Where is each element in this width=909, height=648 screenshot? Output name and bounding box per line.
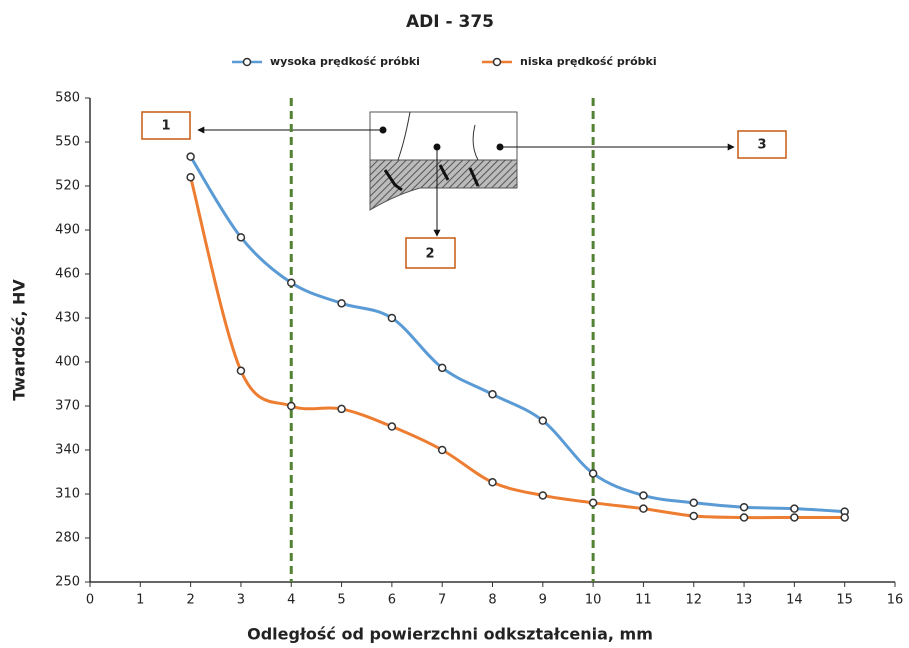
data-point (689, 498, 698, 508)
y-tick-label: 490 (55, 223, 80, 238)
x-tick-label: 13 (736, 593, 753, 608)
annotation-box (737, 130, 787, 159)
legend-label: wysoka prędkość próbki (270, 55, 420, 68)
data-point (337, 299, 346, 308)
data-point (488, 390, 497, 399)
data-point (538, 416, 548, 425)
annotation: 1 (161, 119, 170, 134)
x-tick-label: 4 (287, 593, 295, 608)
x-tick-label: 7 (438, 593, 446, 608)
x-tick-label: 12 (685, 593, 702, 608)
data-point (186, 152, 195, 161)
legend-marker (242, 57, 252, 67)
data-point (689, 511, 698, 521)
y-tick-label: 250 (55, 575, 80, 590)
data-point (588, 498, 598, 508)
y-tick-label: 550 (55, 135, 80, 150)
x-tick-label: 14 (786, 593, 803, 608)
x-tick-label: 11 (635, 593, 652, 608)
data-point (639, 491, 648, 500)
data-point (287, 278, 296, 288)
data-point (840, 513, 849, 522)
x-tick-label: 9 (539, 593, 547, 608)
y-tick-label: 580 (55, 91, 80, 106)
data-point (287, 401, 296, 411)
y-axis-title: Twardość, HV (10, 279, 29, 401)
data-point (639, 504, 648, 513)
y-tick-label: 340 (55, 443, 80, 458)
y-tick-label: 520 (55, 179, 80, 194)
series-line (189, 155, 845, 514)
y-tick-label: 280 (55, 531, 80, 546)
x-tick-label: 6 (388, 593, 396, 608)
x-axis-title: Odległość od powierzchni odkształcenia, … (247, 625, 653, 644)
annotation-box (405, 237, 456, 269)
data-point (387, 422, 397, 431)
data-point (538, 491, 548, 500)
specimen-diagram (197, 111, 735, 237)
data-point (337, 404, 346, 414)
data-point (790, 513, 799, 522)
y-tick-label: 310 (55, 487, 80, 502)
chart-title: ADI - 375 (406, 12, 494, 32)
y-tick-label: 370 (55, 399, 80, 414)
data-point (488, 478, 497, 487)
x-tick-label: 1 (136, 593, 144, 608)
y-tick-label: 430 (55, 311, 80, 326)
y-tick-label: 400 (55, 355, 80, 370)
y-tick-label: 460 (55, 267, 80, 282)
x-tick-label: 15 (836, 593, 853, 608)
annotation: 2 (425, 247, 434, 262)
legend-marker (492, 57, 502, 67)
data-point (588, 469, 598, 478)
data-point (739, 513, 749, 522)
x-tick-label: 16 (887, 593, 904, 608)
data-point (236, 366, 246, 376)
x-tick-label: 3 (237, 593, 245, 608)
x-tick-label: 8 (488, 593, 496, 608)
x-tick-label: 0 (86, 593, 94, 608)
data-point (186, 172, 195, 182)
annotation: 3 (757, 138, 766, 153)
data-point (437, 363, 447, 373)
x-tick-label: 10 (585, 593, 602, 608)
data-point (387, 313, 397, 323)
legend-label: niska prędkość próbki (520, 55, 657, 68)
data-point (437, 445, 447, 455)
x-tick-label: 5 (337, 593, 345, 608)
data-point (236, 233, 246, 242)
x-tick-label: 2 (186, 593, 194, 608)
data-point (739, 502, 749, 512)
series-line (189, 176, 845, 520)
data-point (790, 504, 799, 513)
annotation-box (141, 111, 191, 140)
